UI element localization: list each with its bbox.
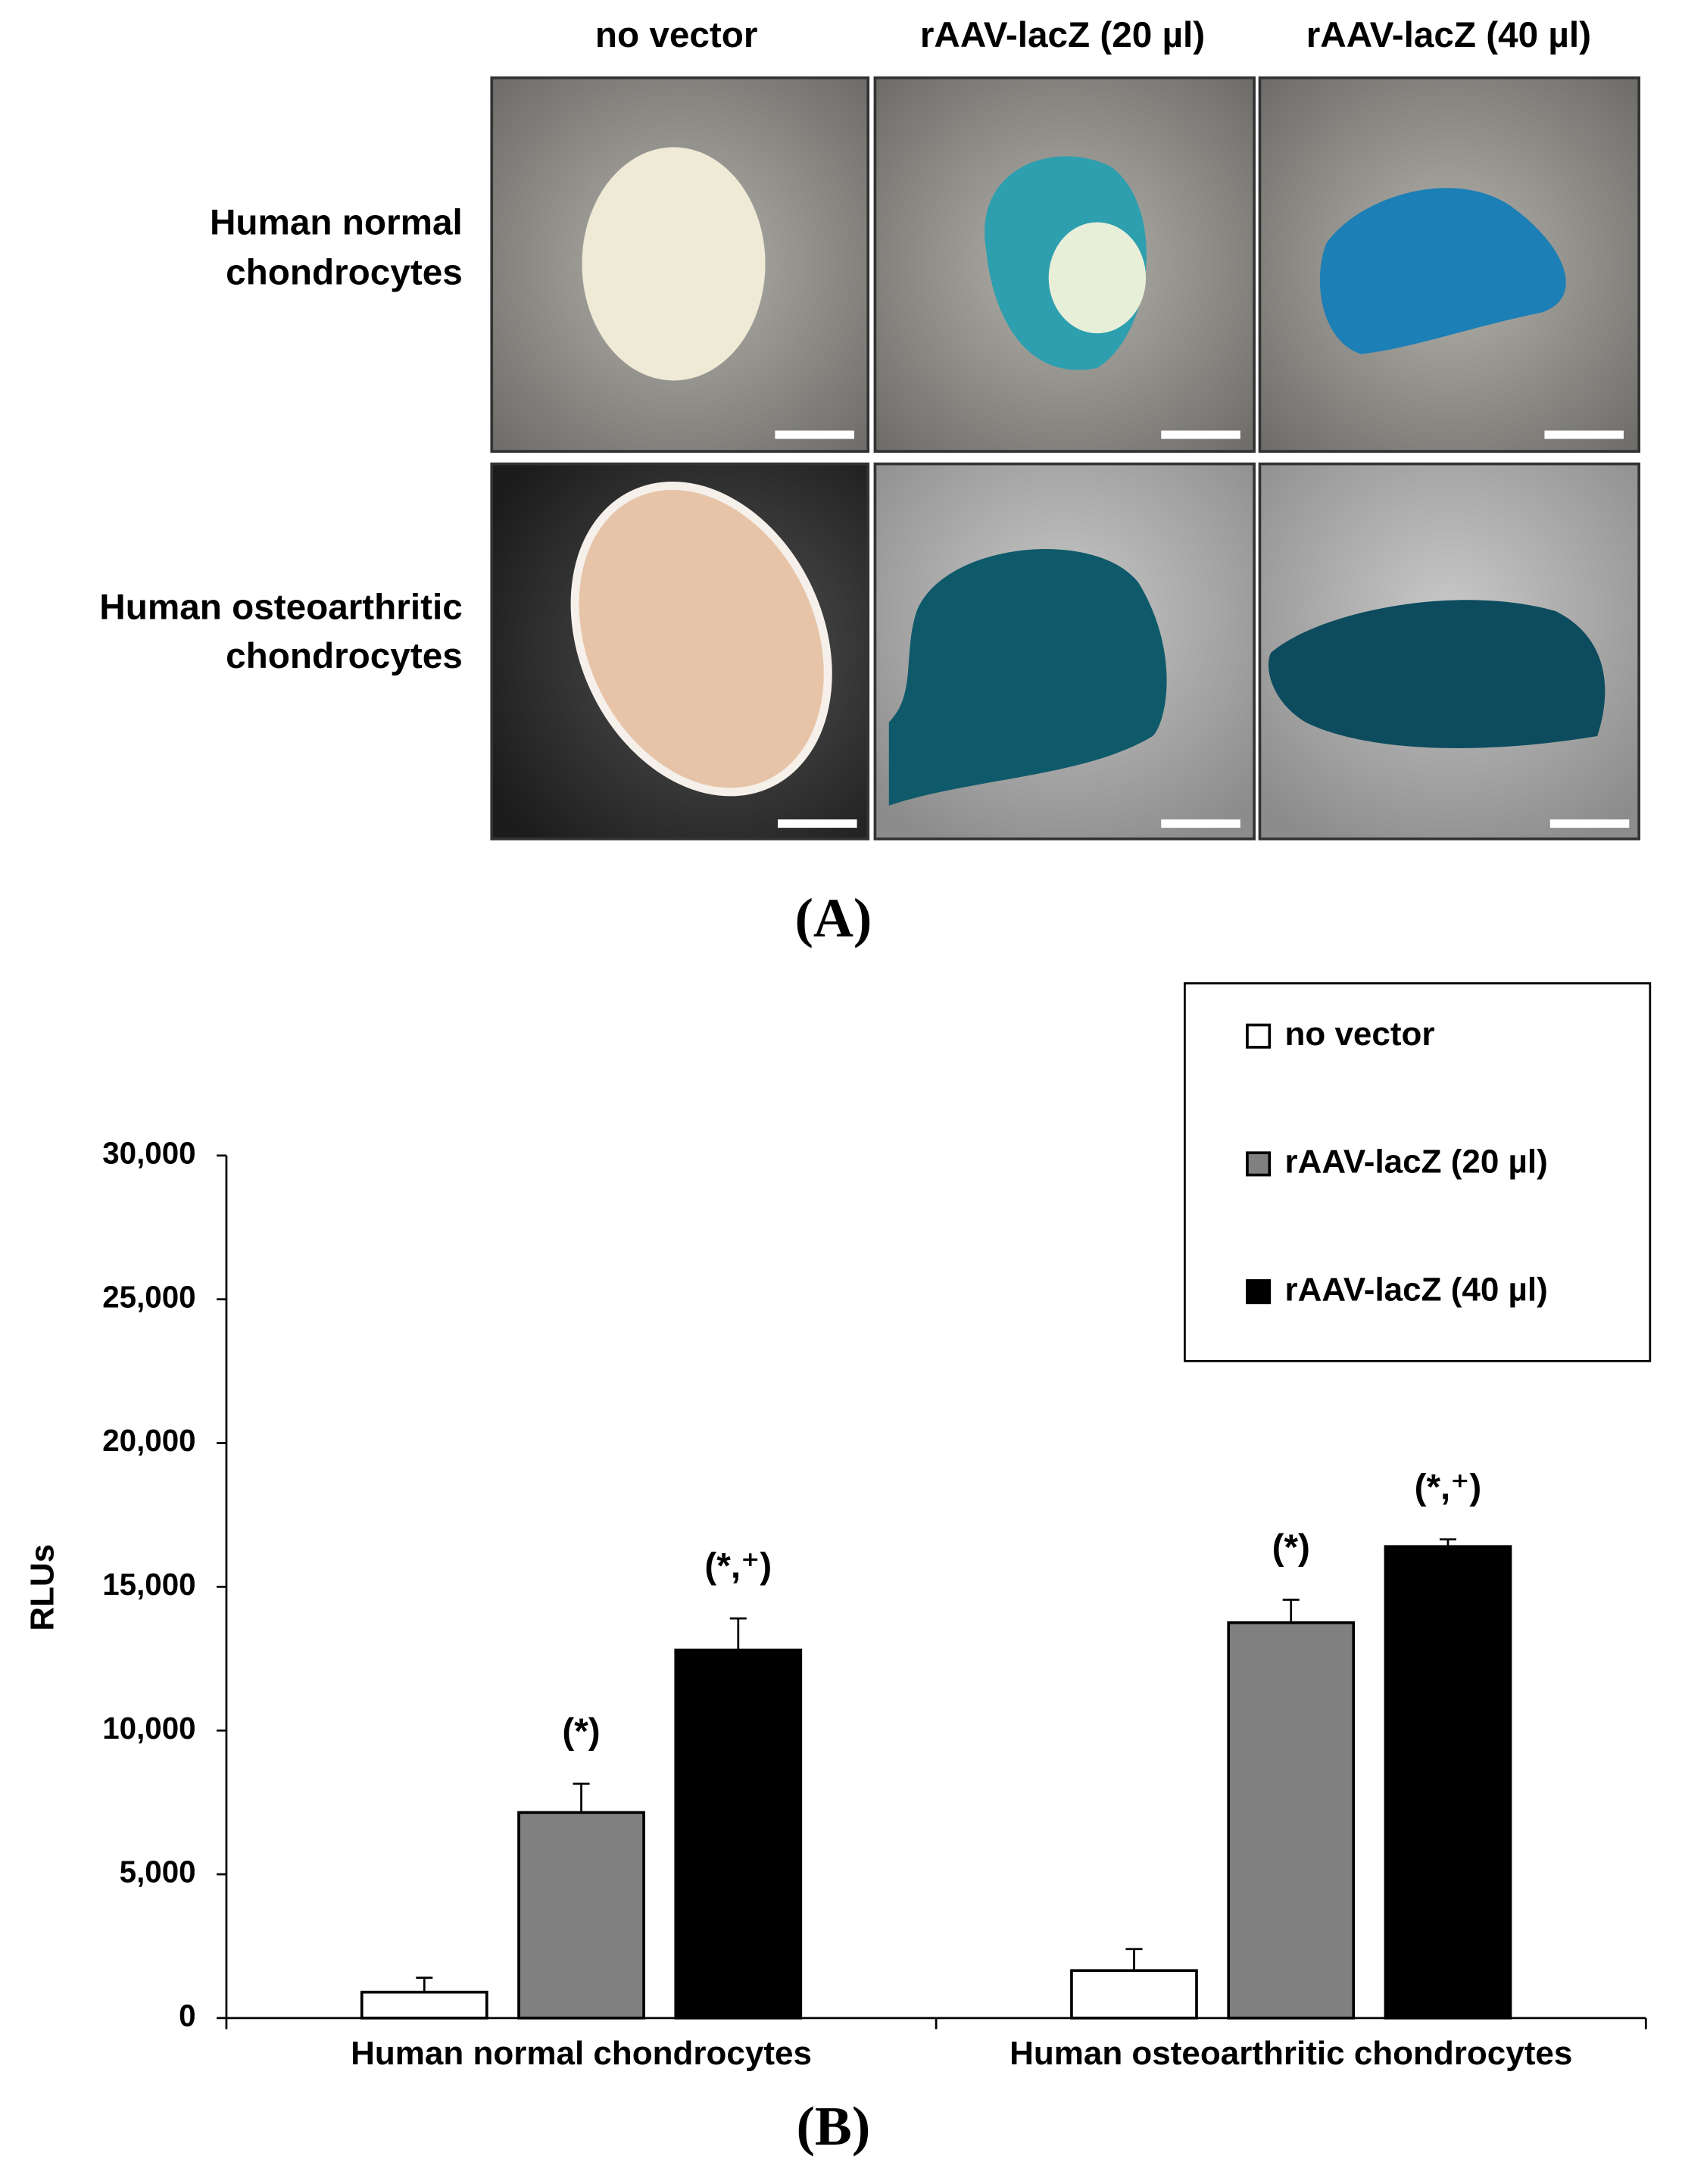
x-tick-label: Human osteoarthritic chondrocytes bbox=[1010, 2035, 1572, 2072]
pellet bbox=[1048, 222, 1147, 334]
legend-swatch bbox=[1246, 1023, 1272, 1049]
legend-swatch bbox=[1246, 1279, 1272, 1305]
annotation: (*,⁺) bbox=[1415, 1467, 1482, 1507]
photo-grid bbox=[490, 76, 1640, 841]
y-tick-label: 15,000 bbox=[102, 1567, 195, 1602]
y-tick-label: 0 bbox=[179, 1998, 195, 2033]
legend-label: rAAV-lacZ (20 µl) bbox=[1284, 1143, 1547, 1181]
scale-bar bbox=[775, 430, 854, 439]
legend-swatch bbox=[1246, 1151, 1272, 1177]
annotation: (*) bbox=[1272, 1527, 1310, 1568]
row-label: Human normal bbox=[210, 203, 463, 243]
column-header: rAAV-lacZ (20 µl) bbox=[920, 15, 1205, 55]
y-tick-label: 30,000 bbox=[102, 1136, 195, 1171]
legend-label: rAAV-lacZ (40 µl) bbox=[1284, 1271, 1547, 1308]
scale-bar bbox=[1549, 819, 1630, 828]
scale-bar bbox=[1161, 819, 1240, 828]
row-label: Human osteoarthritic bbox=[99, 588, 462, 628]
y-tick-label: 20,000 bbox=[102, 1423, 195, 1458]
pellet bbox=[1319, 188, 1566, 354]
bar bbox=[1070, 1969, 1198, 2020]
panel-label: (B) bbox=[797, 2095, 871, 2157]
annotation: (*) bbox=[562, 1711, 600, 1752]
y-tick-label: 10,000 bbox=[102, 1711, 195, 1746]
scale-bars bbox=[775, 430, 1630, 828]
pellet bbox=[570, 481, 832, 797]
bar bbox=[1227, 1621, 1356, 2020]
row-label: chondrocytes bbox=[226, 636, 463, 676]
annotation: (*,⁺) bbox=[704, 1546, 772, 1587]
pellet bbox=[582, 147, 766, 381]
pellet bbox=[888, 549, 1167, 806]
scale-bar bbox=[1544, 430, 1624, 439]
y-axis-label: RLUs bbox=[23, 1544, 61, 1631]
bar bbox=[674, 1649, 803, 2020]
y-tick-label: 25,000 bbox=[102, 1279, 195, 1314]
panel-label: (A) bbox=[794, 887, 872, 948]
bar bbox=[1384, 1545, 1512, 2020]
column-header: no vector bbox=[595, 15, 758, 55]
legend-label: no vector bbox=[1284, 1016, 1434, 1053]
pellet bbox=[1268, 600, 1606, 749]
y-tick-label: 5,000 bbox=[120, 1855, 196, 1889]
scale-bar bbox=[778, 819, 857, 828]
x-tick-label: Human normal chondrocytes bbox=[351, 2035, 812, 2072]
column-header: rAAV-lacZ (40 µl) bbox=[1306, 15, 1591, 55]
bar bbox=[360, 1990, 488, 2020]
row-label: chondrocytes bbox=[226, 253, 463, 293]
scale-bar bbox=[1161, 430, 1240, 439]
bar bbox=[517, 1811, 645, 2020]
